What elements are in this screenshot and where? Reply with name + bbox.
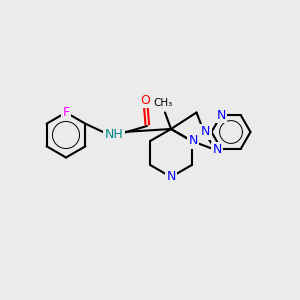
Text: F: F xyxy=(62,106,70,119)
Text: N: N xyxy=(201,125,210,139)
Text: CH₃: CH₃ xyxy=(154,98,173,108)
Text: N: N xyxy=(166,170,176,184)
Text: NH: NH xyxy=(105,128,123,142)
Text: N: N xyxy=(189,134,198,148)
Text: N: N xyxy=(189,134,198,148)
Text: N: N xyxy=(217,109,226,122)
Text: O: O xyxy=(141,94,150,107)
Text: N: N xyxy=(213,143,222,157)
